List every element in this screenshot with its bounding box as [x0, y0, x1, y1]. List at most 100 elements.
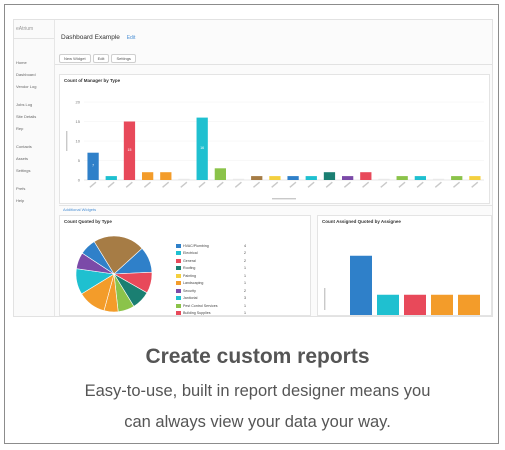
edit-button[interactable]: Edit — [92, 54, 110, 63]
legend-label: Security — [183, 288, 196, 293]
x-tick-label — [162, 181, 170, 188]
legend-swatch — [176, 273, 181, 278]
pie-slice — [81, 241, 115, 275]
legend-label: Roofing — [183, 266, 196, 271]
x-tick-label — [216, 181, 224, 188]
bar-data-label: 7 — [92, 163, 94, 167]
bar — [305, 176, 317, 180]
sidebar-item[interactable]: Dashboard — [16, 72, 36, 77]
legend-entry[interactable]: HVAC/Plumbing 4 — [176, 242, 246, 250]
sidebar-item[interactable]: Rep — [16, 126, 24, 131]
dashboard-title: Dashboard Example Edit — [61, 34, 135, 41]
legend-entry[interactable]: Pest Control Services 1 — [176, 302, 246, 310]
x-tick-label — [234, 181, 242, 188]
legend-label: Painting — [183, 273, 196, 278]
legend-swatch — [176, 258, 181, 263]
bar — [123, 121, 136, 180]
legend-swatch — [176, 303, 181, 308]
legend-label: Pest Control Services — [183, 303, 218, 308]
x-tick-label — [253, 181, 261, 188]
sidebar-item[interactable]: Assets — [16, 156, 29, 161]
legend-value: 1 — [244, 266, 246, 271]
bar — [378, 178, 390, 180]
sidebar-item[interactable]: Contacts — [16, 144, 32, 149]
y-axis-title — [66, 131, 68, 151]
legend-swatch — [176, 251, 181, 256]
x-tick-label — [362, 181, 370, 188]
bar — [87, 152, 99, 180]
bar — [432, 178, 445, 180]
bar — [414, 176, 426, 180]
bar — [396, 176, 408, 180]
legend-swatch — [176, 296, 181, 301]
bar — [458, 294, 480, 315]
legend-entry[interactable]: Janitorial 3 — [176, 295, 246, 303]
legend-entry[interactable]: Painting 1 — [176, 272, 246, 280]
y-tick-label: 15 — [76, 119, 81, 124]
sidebar-item[interactable]: Prefs — [16, 186, 26, 191]
sidebar-item[interactable]: Home — [16, 60, 27, 65]
y-tick-label: 0 — [78, 178, 81, 183]
legend-entry[interactable]: Security 2 — [176, 287, 246, 295]
bar — [431, 294, 453, 315]
x-tick-label — [125, 181, 133, 188]
x-tick-label — [398, 181, 406, 188]
x-tick-label — [143, 181, 151, 188]
new-widget-button[interactable]: New Widget — [59, 54, 91, 63]
legend-value: 2 — [244, 251, 246, 256]
pie-legend: HVAC/Plumbing 4 Electrical 2 General 2 Roofing… — [176, 242, 246, 315]
legend-label: HVAC/Plumbing — [183, 243, 209, 248]
bar — [287, 176, 299, 180]
bar — [404, 294, 426, 315]
additional-widgets-strip[interactable]: Additional Widgets — [59, 205, 492, 213]
x-tick-label — [453, 181, 461, 188]
feature-description-line-2: can always view your data your way. — [124, 413, 391, 431]
legend-label: Electrical — [183, 251, 198, 256]
bar — [350, 255, 372, 315]
sidebar: eAtrium Home Dashboard Vendor Log Jobs Log S… — [14, 20, 55, 316]
assignee-bar-chart — [324, 255, 480, 315]
x-tick-label — [107, 181, 115, 188]
bar — [196, 117, 208, 180]
sidebar-item[interactable]: Help — [16, 198, 25, 203]
y-tick-label: 20 — [76, 100, 81, 105]
dashboard-title-text: Dashboard Example — [61, 34, 120, 41]
dashboard-edit-link[interactable]: Edit — [126, 35, 136, 41]
sidebar-header: eAtrium — [14, 20, 54, 39]
bar — [214, 168, 226, 180]
legend-entry[interactable]: Landscaping 1 — [176, 280, 246, 288]
bar — [323, 172, 336, 180]
toolbar-divider — [55, 64, 492, 65]
bar — [178, 178, 190, 180]
bar-data-label: 15 — [128, 148, 132, 152]
x-tick-label — [89, 181, 97, 188]
legend-swatch — [176, 288, 181, 293]
pie-chart-title: Count Quoted by Type — [64, 219, 112, 224]
bar-chart: 0 5 10 15 20 7 15 16 — [66, 100, 484, 200]
sidebar-item[interactable]: Site Details — [16, 114, 37, 119]
bar — [451, 176, 463, 180]
sidebar-item[interactable]: Jobs Log — [16, 102, 33, 107]
bar — [142, 172, 154, 180]
x-tick-label — [198, 181, 206, 188]
legend-entry[interactable]: Building Supplies 1 — [176, 310, 246, 315]
sidebar-item[interactable]: Vendor Log — [16, 84, 37, 89]
legend-value: 2 — [244, 288, 246, 293]
settings-button[interactable]: Settings — [111, 54, 136, 63]
sidebar-items: Home Dashboard Vendor Log Jobs Log Site Deta… — [14, 59, 54, 205]
bar-chart-panel: Count of Manager by Type 0 5 10 15 20 7 15 16 — [59, 74, 490, 204]
dashboard-main: Dashboard Example Edit New Widget Edit S… — [55, 20, 492, 316]
x-tick-label — [271, 181, 279, 188]
x-tick-label — [307, 181, 315, 188]
x-tick-label — [325, 181, 333, 188]
x-tick-label — [471, 181, 479, 188]
bar — [269, 176, 281, 180]
legend-entry[interactable]: Roofing 1 — [176, 265, 246, 273]
bar — [377, 294, 399, 315]
legend-entry[interactable]: Electrical 2 — [176, 250, 246, 258]
bar — [360, 172, 372, 180]
sidebar-item[interactable]: Settings — [16, 168, 31, 173]
x-axis-title — [272, 198, 296, 200]
pie-slice — [93, 235, 143, 275]
legend-entry[interactable]: General 2 — [176, 257, 246, 265]
